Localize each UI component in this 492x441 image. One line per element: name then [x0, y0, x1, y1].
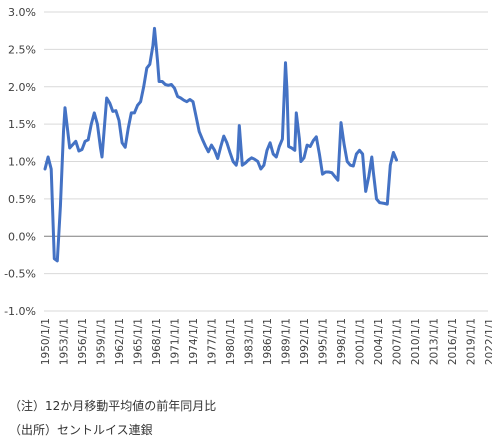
- y-axis: 3.0% 2.5% 2.0% 1.5% 1.0% 0.5% 0.0% -0.5% -1.0%: [4, 6, 36, 318]
- x-tick-label: 2019/1/1: [466, 318, 478, 365]
- x-tick-label: 1989/1/1: [281, 318, 293, 365]
- x-tick-label: 2022/1/1: [484, 318, 492, 365]
- x-tick-label: 1977/1/1: [207, 318, 219, 365]
- chart-note: （注）12か月移動平均値の前年同月比: [9, 399, 217, 413]
- x-tick-label: 2001/1/1: [355, 318, 367, 365]
- x-tick-label: 1962/1/1: [114, 318, 126, 365]
- x-tick-label: 1968/1/1: [151, 318, 163, 365]
- x-axis: 1950/1/1 1953/1/1 1956/1/1 1959/1/1 1962/1/1…: [40, 318, 492, 365]
- y-tick-label: 3.0%: [8, 6, 36, 19]
- chart-source: （出所）セントルイス連銀: [9, 423, 153, 437]
- line-chart: 3.0% 2.5% 2.0% 1.5% 1.0% 0.5% 0.0% -0.5% -1.0% 1…: [4, 6, 492, 365]
- x-tick-label: 1998/1/1: [336, 318, 348, 365]
- y-tick-label: 1.5%: [8, 118, 36, 131]
- y-tick-label: -1.0%: [4, 305, 36, 318]
- x-tick-label: 2007/1/1: [392, 318, 404, 365]
- x-tick-label: 2004/1/1: [373, 318, 385, 365]
- y-tick-label: 0.5%: [8, 193, 36, 206]
- x-tick-label: 1980/1/1: [225, 318, 237, 365]
- x-tick-label: 1995/1/1: [318, 318, 330, 365]
- y-tick-label: 2.0%: [8, 81, 36, 94]
- x-tick-label: 1956/1/1: [77, 318, 89, 365]
- x-tick-label: 2016/1/1: [447, 318, 459, 365]
- y-tick-label: -0.5%: [4, 268, 36, 281]
- x-tick-label: 1986/1/1: [262, 318, 274, 365]
- y-tick-label: 2.5%: [8, 43, 36, 56]
- x-tick-label: 1965/1/1: [133, 318, 145, 365]
- x-tick-label: 1974/1/1: [188, 318, 200, 365]
- x-tick-label: 1992/1/1: [299, 318, 311, 365]
- x-tick-label: 1971/1/1: [170, 318, 182, 365]
- y-tick-label: 1.0%: [8, 156, 36, 169]
- x-tick-label: 1950/1/1: [40, 318, 52, 365]
- x-tick-label: 2013/1/1: [429, 318, 441, 365]
- x-tick-label: 2010/1/1: [410, 318, 422, 365]
- y-tick-label: 0.0%: [8, 230, 36, 243]
- series-line: [43, 26, 398, 263]
- x-tick-label: 1959/1/1: [96, 318, 108, 365]
- x-tick-label: 1953/1/1: [59, 318, 71, 365]
- x-tick-label: 1983/1/1: [244, 318, 256, 365]
